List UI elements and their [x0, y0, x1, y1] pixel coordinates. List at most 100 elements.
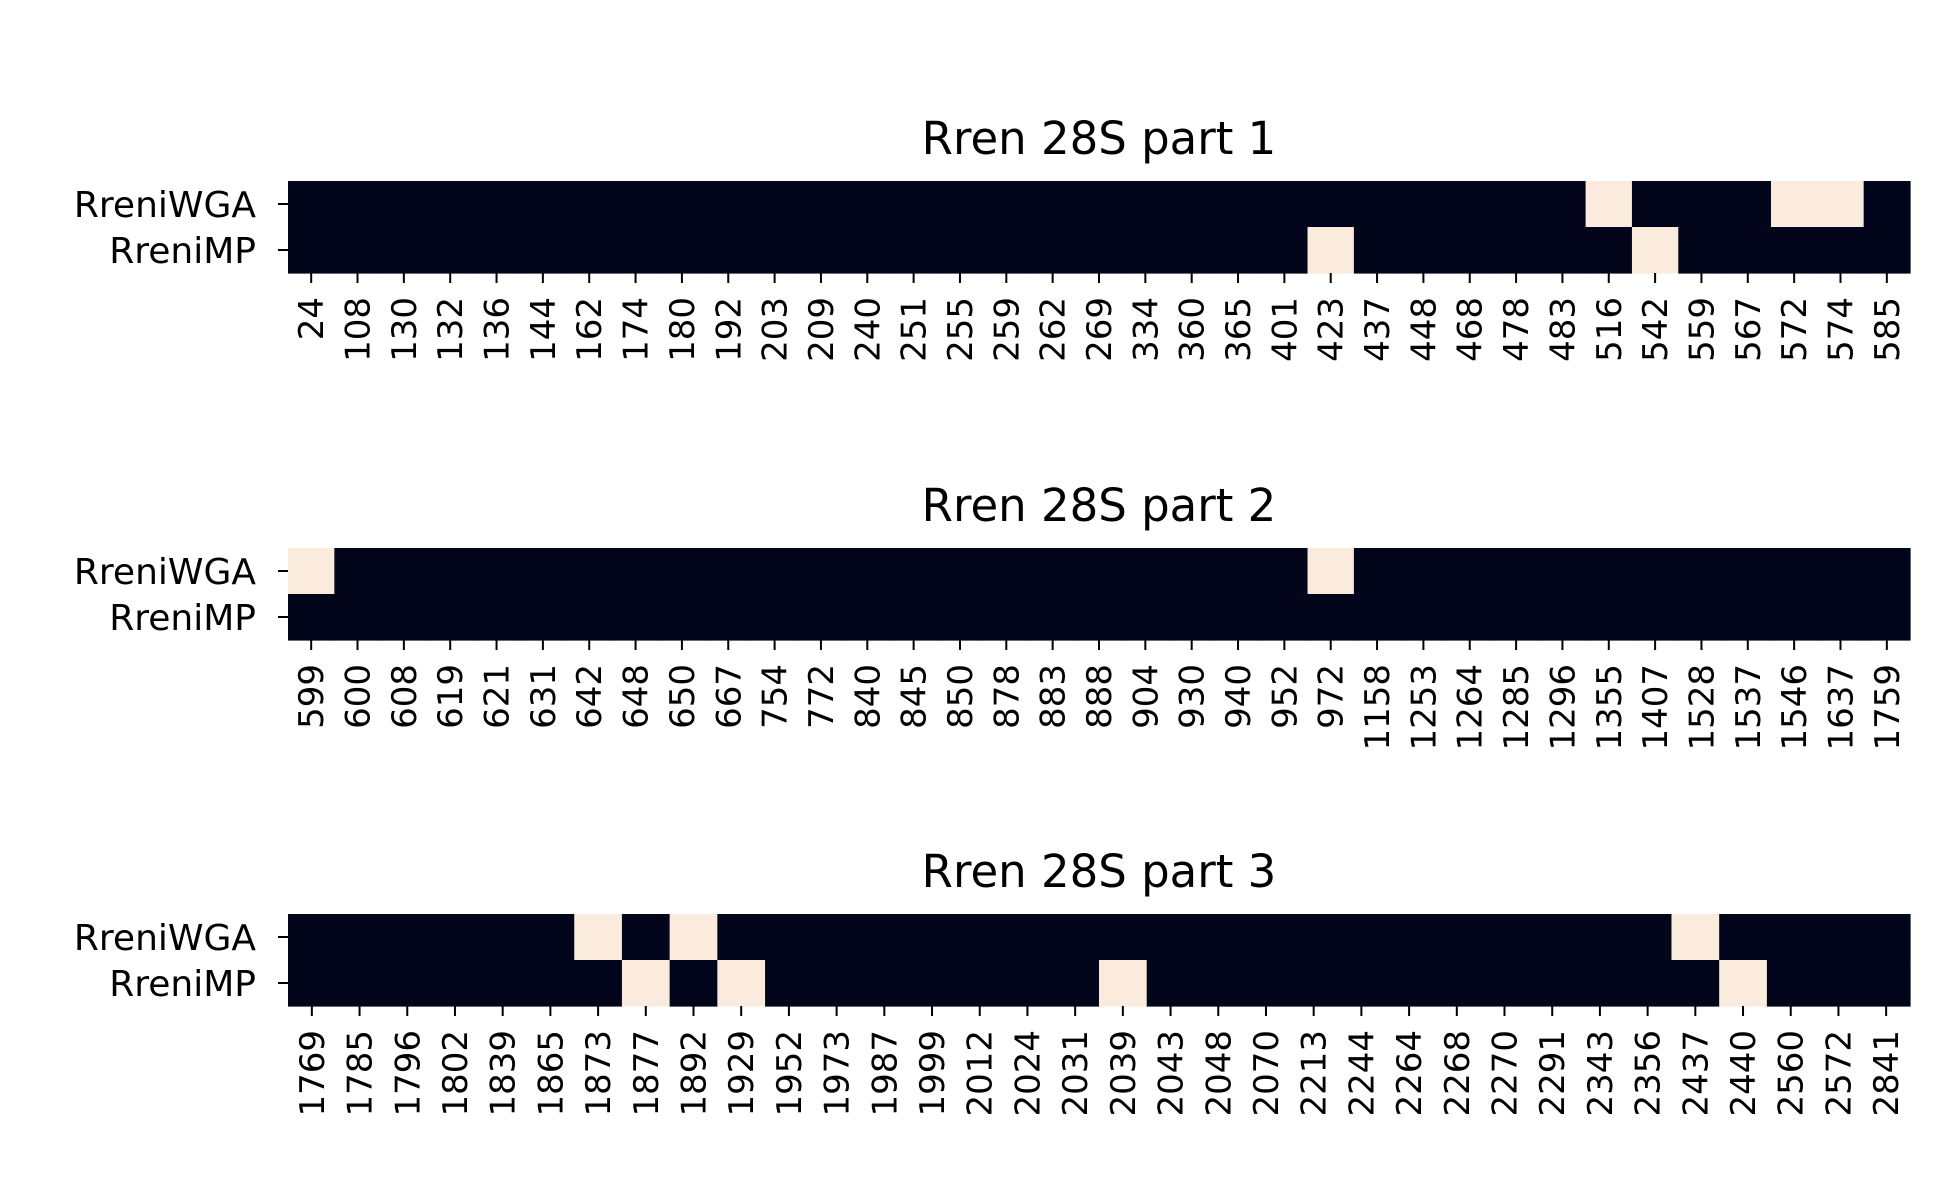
heatmap-cell	[380, 548, 428, 595]
column-label: 599	[292, 664, 332, 729]
column-label: 642	[570, 664, 610, 729]
column-label: 162	[570, 297, 610, 362]
column-label: 845	[895, 664, 935, 729]
column-label: 972	[1312, 664, 1352, 729]
heatmap-cell	[1400, 594, 1448, 641]
heatmap-cell	[1168, 181, 1216, 228]
column-label: 2291	[1533, 1030, 1573, 1117]
heatmap-cell	[380, 181, 428, 228]
heatmap-cell	[1817, 227, 1865, 274]
column-label: 2244	[1342, 1030, 1382, 1117]
column-label: 516	[1590, 297, 1630, 362]
column-label: 631	[524, 664, 564, 729]
heatmap-cell	[955, 914, 1005, 961]
heatmap-cell	[1576, 960, 1625, 1007]
column-label: 2440	[1724, 1030, 1764, 1117]
heatmap-cell	[1492, 594, 1540, 641]
heatmap-cell	[705, 181, 753, 228]
column-label: 1158	[1358, 664, 1398, 751]
heatmap-cell	[334, 227, 382, 274]
column-label: 2070	[1247, 1030, 1287, 1117]
column-label: 180	[663, 297, 703, 362]
heatmap-cell	[1770, 227, 1818, 274]
heatmap-cell	[335, 960, 385, 1007]
column-label: 262	[1034, 297, 1074, 362]
column-label: 24	[292, 297, 332, 340]
column-label: 1796	[388, 1030, 428, 1117]
column-label: 468	[1451, 297, 1491, 362]
heatmap-cell	[1261, 548, 1309, 595]
row-label: RreniMP	[109, 231, 256, 272]
heatmap-cell	[1122, 594, 1170, 641]
heatmap-cell	[1539, 227, 1587, 274]
heatmap-cell	[1432, 960, 1482, 1007]
column-label: 251	[895, 297, 935, 362]
heatmap-cell	[1122, 227, 1170, 274]
heatmap-cell	[908, 960, 957, 1007]
heatmap-cell	[1242, 960, 1291, 1007]
heatmap-cell	[1863, 181, 1911, 228]
heatmap-cell	[574, 960, 623, 1007]
heatmap-cell	[1817, 548, 1865, 595]
heatmap-cell	[1863, 548, 1911, 595]
heatmap-cell	[705, 594, 753, 641]
heatmap-cell	[1766, 960, 1816, 1007]
heatmap-cell	[1623, 960, 1673, 1007]
column-label: 1802	[436, 1030, 476, 1117]
heatmap-cell	[1770, 594, 1818, 641]
column-label: 1537	[1729, 664, 1769, 751]
heatmap-cell	[1214, 594, 1262, 641]
heatmap-cell	[751, 548, 799, 595]
heatmap-cell	[574, 914, 623, 961]
heatmap-cell	[1766, 914, 1816, 961]
heatmap-cell	[1400, 227, 1448, 274]
heatmap-cell	[1168, 594, 1216, 641]
heatmap-cell	[1099, 960, 1148, 1007]
column-label: 2264	[1390, 1030, 1430, 1117]
heatmap-cell	[1480, 960, 1529, 1007]
column-label: 1929	[722, 1030, 762, 1117]
column-label: 621	[478, 664, 518, 729]
heatmap-cell	[335, 914, 385, 961]
heatmap-cell	[566, 548, 613, 595]
heatmap-cell	[1492, 548, 1540, 595]
heatmap-cell	[1261, 594, 1309, 641]
heatmap-cell	[1122, 181, 1170, 228]
column-label: 108	[339, 297, 379, 362]
column-label: 2356	[1629, 1030, 1669, 1117]
column-label: 2012	[961, 1030, 1001, 1117]
column-label: 878	[987, 664, 1027, 729]
heatmap-cell	[1446, 181, 1494, 228]
heatmap-cell	[1353, 227, 1401, 274]
heatmap-cell	[797, 594, 845, 641]
column-label: 1264	[1451, 664, 1491, 751]
heatmap-cell	[1862, 914, 1911, 961]
column-label: 2841	[1867, 1030, 1907, 1117]
heatmap-cell	[860, 960, 909, 1007]
column-label: 840	[848, 664, 888, 729]
heatmap-cell	[1214, 181, 1262, 228]
heatmap-cell	[1029, 227, 1077, 274]
heatmap-cell	[765, 914, 814, 961]
heatmap-cell	[478, 960, 528, 1007]
heatmap-cell	[705, 548, 753, 595]
heatmap-cell	[669, 914, 718, 961]
heatmap-cell	[658, 181, 706, 228]
heatmap-cell	[1724, 594, 1772, 641]
column-label: 1839	[484, 1030, 524, 1117]
heatmap-cell	[566, 594, 613, 641]
heatmap-cell	[1863, 227, 1911, 274]
heatmap-cell	[427, 227, 474, 274]
heatmap-cell	[983, 548, 1031, 595]
heatmap-cell	[1770, 548, 1818, 595]
heatmap-cell	[612, 548, 660, 595]
heatmap-cell	[288, 914, 337, 961]
heatmap-cell	[1168, 548, 1216, 595]
heatmap-cell	[1307, 594, 1355, 641]
heatmap-cell	[1400, 548, 1448, 595]
column-label: 567	[1729, 297, 1769, 362]
heatmap-cell	[1862, 960, 1911, 1007]
column-label: 940	[1219, 664, 1259, 729]
heatmap-cell	[526, 914, 575, 961]
